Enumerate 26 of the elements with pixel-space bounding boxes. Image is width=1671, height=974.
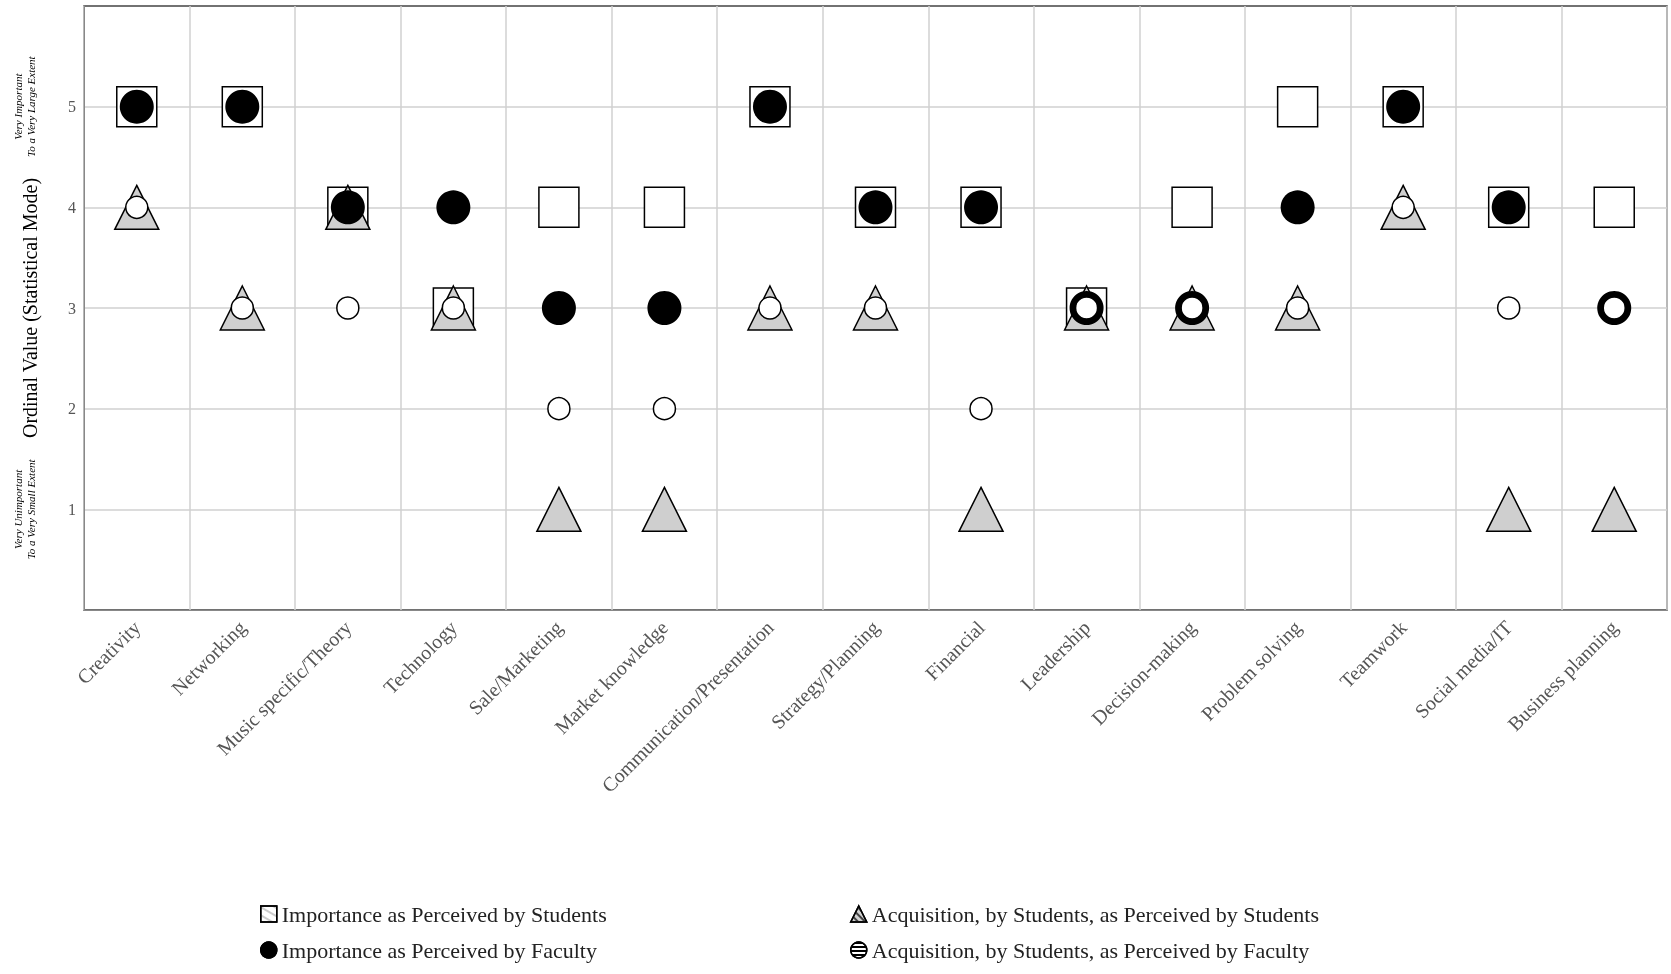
legend-label: Importance as Perceived by Faculty (281, 937, 597, 963)
point (1593, 186, 1635, 229)
point (536, 486, 582, 533)
point (1485, 486, 1532, 533)
point (643, 186, 686, 229)
y-tick-label: 2 (68, 400, 76, 418)
y-tick-label: 5 (68, 98, 76, 116)
y-axis-title: Ordinal Value (Statistical Mode) (19, 177, 42, 439)
point (541, 291, 576, 325)
point (958, 486, 1004, 533)
legend-label: Acquisition, by Students, as Perceived by Students (871, 901, 1320, 927)
point (641, 486, 688, 533)
legend-label: Acquisition, by Students, as Perceived by Faculty (871, 937, 1310, 963)
point (647, 291, 682, 325)
point (1171, 186, 1213, 229)
point (1280, 190, 1315, 225)
point (538, 186, 580, 229)
point (436, 190, 471, 225)
point (1591, 486, 1637, 533)
y-tick-label: 4 (68, 198, 76, 216)
text: Very Unimportant To a Very Small Extent (11, 458, 37, 560)
point (1276, 85, 1319, 128)
text: Very Important To a Very Large Extent (11, 55, 37, 157)
y-tick-label: 3 (68, 299, 76, 317)
y-tick-label: 1 (68, 500, 76, 518)
legend-label: Importance as Perceived by Students (281, 901, 607, 927)
